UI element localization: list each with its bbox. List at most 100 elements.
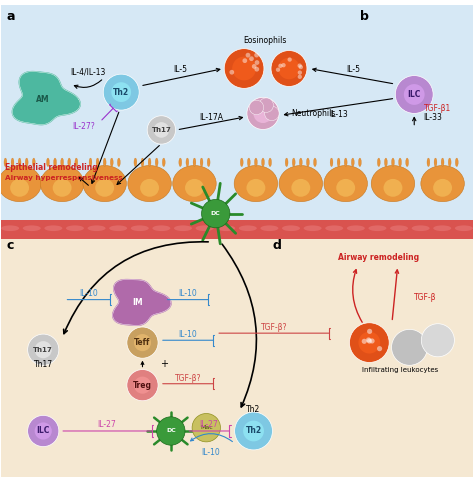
Text: Th17: Th17 — [34, 361, 53, 369]
Circle shape — [298, 70, 302, 75]
Circle shape — [362, 339, 367, 344]
Circle shape — [156, 417, 185, 445]
Circle shape — [111, 82, 131, 102]
Ellipse shape — [88, 226, 106, 231]
Ellipse shape — [255, 158, 257, 167]
Ellipse shape — [186, 158, 189, 167]
Ellipse shape — [384, 158, 387, 167]
Circle shape — [249, 100, 264, 115]
Ellipse shape — [368, 226, 386, 231]
Text: Epithelial remodeling: Epithelial remodeling — [5, 163, 98, 172]
Text: IL-5: IL-5 — [173, 66, 187, 74]
Circle shape — [298, 64, 302, 68]
Text: IL-10: IL-10 — [179, 330, 197, 339]
Text: AM: AM — [36, 95, 50, 104]
Text: Th2: Th2 — [113, 88, 129, 96]
Ellipse shape — [239, 226, 257, 231]
Ellipse shape — [10, 179, 29, 197]
Ellipse shape — [4, 158, 7, 167]
Circle shape — [255, 67, 259, 72]
Circle shape — [103, 74, 139, 110]
Circle shape — [127, 370, 158, 401]
Ellipse shape — [421, 165, 465, 201]
Ellipse shape — [200, 158, 203, 167]
Ellipse shape — [1, 226, 19, 231]
Ellipse shape — [32, 158, 35, 167]
Text: c: c — [6, 239, 14, 252]
Circle shape — [192, 414, 220, 442]
Circle shape — [242, 58, 247, 63]
Ellipse shape — [307, 158, 310, 167]
Ellipse shape — [89, 158, 92, 167]
Ellipse shape — [330, 158, 333, 167]
Circle shape — [235, 412, 273, 450]
Text: Eosinophils: Eosinophils — [244, 36, 287, 45]
Circle shape — [278, 64, 283, 68]
Ellipse shape — [18, 158, 21, 167]
Text: Airway remodeling: Airway remodeling — [338, 253, 419, 262]
Ellipse shape — [279, 165, 322, 201]
Ellipse shape — [66, 226, 84, 231]
Ellipse shape — [207, 158, 210, 167]
Ellipse shape — [406, 158, 409, 167]
Polygon shape — [113, 280, 171, 325]
Ellipse shape — [174, 226, 192, 231]
Ellipse shape — [325, 226, 343, 231]
Ellipse shape — [134, 158, 137, 167]
Text: ILC: ILC — [36, 427, 50, 436]
Ellipse shape — [131, 226, 149, 231]
Ellipse shape — [155, 158, 158, 167]
Text: Teff: Teff — [134, 338, 151, 347]
Ellipse shape — [247, 158, 250, 167]
Circle shape — [367, 338, 372, 344]
Ellipse shape — [153, 226, 170, 231]
Ellipse shape — [246, 179, 265, 197]
Text: IL-10: IL-10 — [201, 448, 220, 457]
Ellipse shape — [23, 226, 41, 231]
Circle shape — [271, 51, 307, 86]
Circle shape — [299, 65, 303, 69]
Ellipse shape — [193, 158, 196, 167]
Ellipse shape — [141, 158, 144, 167]
Ellipse shape — [371, 165, 415, 201]
Text: IM: IM — [132, 298, 143, 307]
Ellipse shape — [314, 158, 317, 167]
Circle shape — [224, 49, 264, 88]
Ellipse shape — [337, 158, 340, 167]
Text: Th2: Th2 — [246, 427, 262, 436]
Circle shape — [358, 332, 380, 353]
Text: Neutrophils: Neutrophils — [292, 109, 336, 118]
Circle shape — [377, 346, 382, 351]
Ellipse shape — [455, 226, 473, 231]
Text: Th2: Th2 — [246, 405, 261, 414]
Ellipse shape — [411, 226, 429, 231]
Text: Th17: Th17 — [33, 347, 53, 353]
Ellipse shape — [336, 179, 355, 197]
Circle shape — [254, 53, 259, 57]
Circle shape — [421, 324, 455, 357]
Ellipse shape — [96, 158, 99, 167]
Ellipse shape — [260, 226, 278, 231]
Text: Th17: Th17 — [152, 127, 171, 133]
Circle shape — [243, 421, 264, 442]
Ellipse shape — [25, 158, 28, 167]
Ellipse shape — [433, 179, 452, 197]
FancyBboxPatch shape — [0, 5, 474, 220]
Ellipse shape — [234, 165, 278, 201]
Circle shape — [404, 84, 425, 105]
Ellipse shape — [118, 158, 120, 167]
Circle shape — [370, 338, 374, 344]
Text: TGF-β1: TGF-β1 — [424, 104, 451, 113]
Ellipse shape — [358, 158, 361, 167]
Text: IL-27: IL-27 — [98, 420, 117, 429]
Circle shape — [264, 106, 279, 120]
Ellipse shape — [196, 226, 214, 231]
Text: d: d — [273, 239, 282, 252]
Ellipse shape — [128, 165, 171, 201]
Circle shape — [349, 323, 389, 362]
Ellipse shape — [434, 158, 437, 167]
Circle shape — [127, 327, 158, 358]
Circle shape — [288, 57, 292, 62]
Text: IL-5: IL-5 — [346, 66, 360, 74]
Circle shape — [27, 334, 59, 365]
